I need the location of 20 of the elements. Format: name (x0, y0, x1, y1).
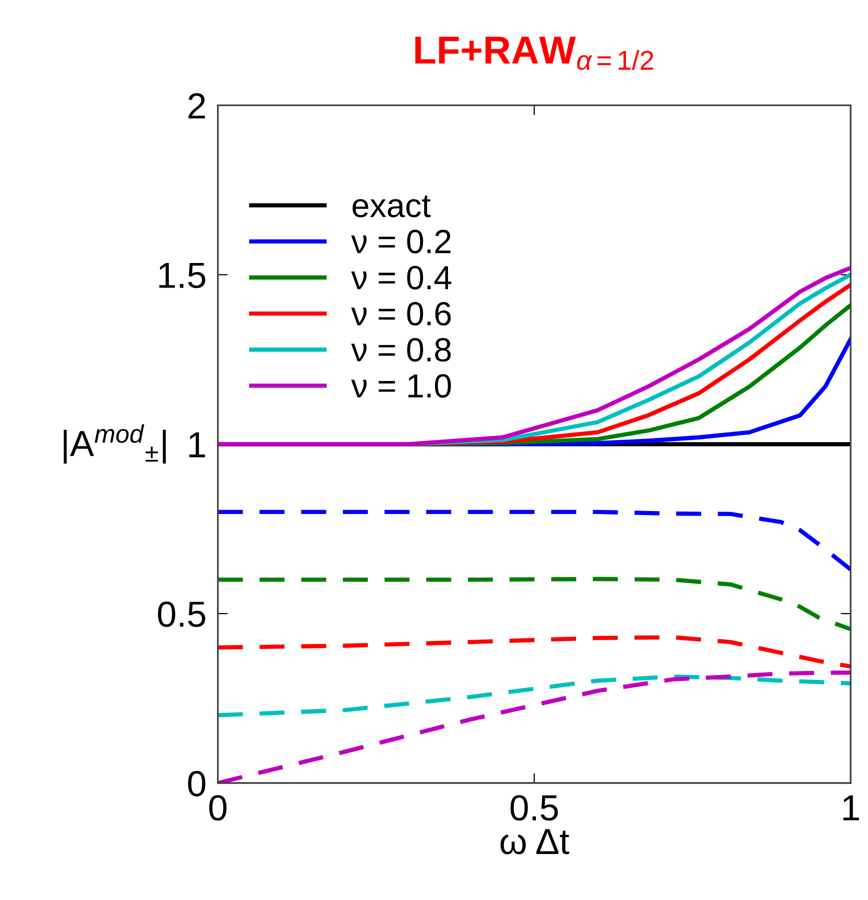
x-tick-label: 1 (843, 795, 859, 820)
line-series (218, 510, 851, 572)
x-tick-label: 0.5 (510, 795, 558, 821)
legend-label: ν = 1.0 (351, 374, 451, 398)
y-tick-label: 0 (188, 770, 206, 796)
legend-label: exact (352, 195, 431, 218)
x-axis-title: ω Δt (500, 829, 570, 854)
y-tick-label: 1 (189, 432, 205, 458)
chart-title: LF+RAW$_{α=1/2}$ (415, 36, 654, 70)
y-tick-label: 2 (188, 93, 205, 118)
y-tick-label: 0.5 (158, 601, 206, 628)
y-tick-label: 1.5 (159, 262, 206, 288)
line-series (218, 576, 851, 632)
x-tick-label: 0 (209, 795, 226, 821)
y-axis-title: |A$^{mod}$$_{±}$| (64, 424, 166, 464)
legend-label: ν = 0.4 (351, 266, 452, 290)
legend-label: ν = 0.8 (351, 338, 451, 362)
legend-label: ν = 0.2 (351, 230, 451, 254)
line-series (218, 635, 851, 669)
legend-label: ν = 0.6 (351, 302, 451, 326)
